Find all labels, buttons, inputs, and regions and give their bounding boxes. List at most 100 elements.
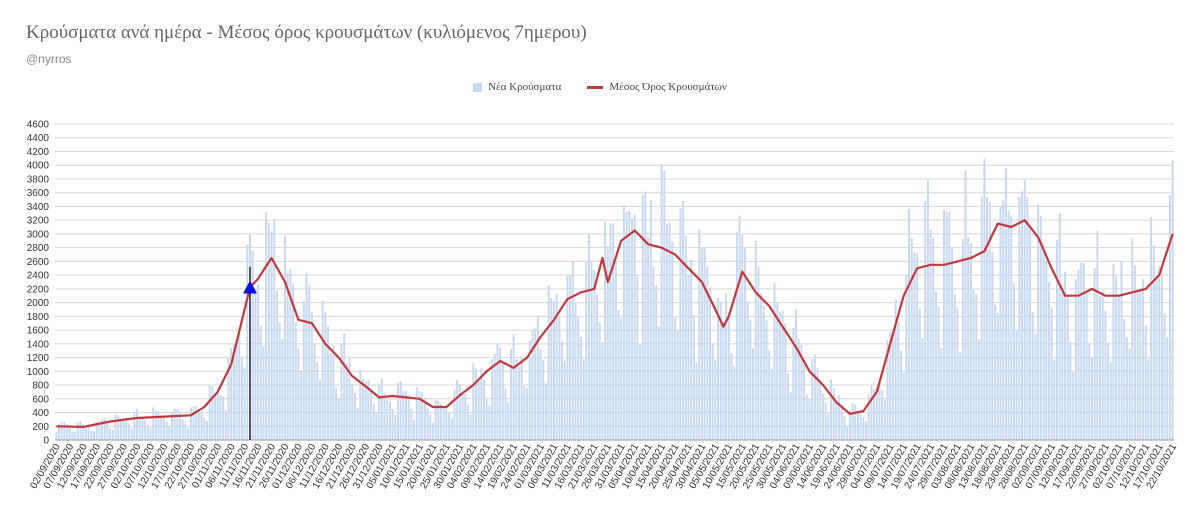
daily-cases-bar: [588, 234, 590, 440]
daily-cases-bar: [835, 403, 837, 441]
daily-cases-bar: [811, 359, 813, 440]
daily-cases-bar: [424, 399, 426, 440]
daily-cases-bar: [238, 328, 240, 440]
daily-cases-bar: [938, 307, 940, 440]
daily-cases-bar: [1088, 344, 1090, 440]
daily-cases-bar: [1048, 282, 1050, 440]
daily-cases-bar: [273, 218, 275, 440]
daily-cases-bar: [540, 349, 542, 440]
daily-cases-bar: [733, 366, 735, 440]
daily-cases-bar: [155, 410, 157, 440]
daily-cases-bar: [736, 232, 738, 440]
daily-cases-bar: [507, 402, 509, 440]
daily-cases-bar: [354, 393, 356, 440]
daily-cases-bar: [951, 247, 953, 440]
daily-cases-bar: [943, 210, 945, 440]
daily-cases-bar: [413, 420, 415, 440]
daily-cases-bar: [618, 310, 620, 440]
daily-cases-bar: [346, 363, 348, 440]
daily-cases-bar: [77, 422, 79, 440]
daily-cases-bar: [639, 344, 641, 440]
daily-cases-bar: [671, 241, 673, 440]
daily-cases-bar: [655, 286, 657, 440]
daily-cases-bar: [838, 395, 840, 440]
daily-cases-bar: [1145, 325, 1147, 440]
daily-cases-bar: [1072, 372, 1074, 440]
daily-cases-bar: [150, 428, 152, 440]
daily-cases-bar: [978, 339, 980, 440]
daily-cases-bar: [634, 215, 636, 440]
daily-cases-bar: [970, 243, 972, 440]
y-tick-label: 1800: [27, 312, 50, 323]
daily-cases-bar: [219, 395, 221, 440]
daily-cases-bar: [526, 388, 528, 440]
daily-cases-bar: [1013, 283, 1015, 440]
daily-cases-bar: [658, 327, 660, 440]
daily-cases-bar: [771, 369, 773, 440]
daily-cases-bar: [85, 426, 87, 440]
daily-cases-bar: [432, 423, 434, 440]
daily-cases-bar: [338, 398, 340, 440]
daily-cases-bar: [69, 427, 71, 440]
daily-cases-bar: [198, 410, 200, 440]
daily-cases-bar: [1161, 268, 1163, 440]
daily-cases-bar: [324, 312, 326, 440]
daily-cases-bar: [623, 206, 625, 440]
daily-cases-bar: [696, 363, 698, 440]
daily-cases-bar: [932, 238, 934, 441]
daily-cases-bar: [373, 404, 375, 440]
y-tick-label: 4200: [27, 147, 50, 158]
daily-cases-bar: [782, 311, 784, 440]
daily-cases-bar: [284, 236, 286, 440]
daily-cases-bar: [965, 170, 967, 440]
daily-cases-bar: [1008, 211, 1010, 440]
daily-cases-bar: [263, 346, 265, 440]
daily-cases-bar: [168, 426, 170, 440]
daily-cases-bar: [814, 354, 816, 440]
daily-cases-bar: [741, 235, 743, 440]
y-tick-label: 2000: [27, 298, 50, 309]
y-tick-label: 1200: [27, 353, 50, 364]
daily-cases-bar: [1043, 242, 1045, 440]
daily-cases-bar: [967, 237, 969, 440]
daily-cases-bar: [1045, 261, 1047, 440]
daily-cases-bar: [365, 382, 367, 440]
daily-cases-bar: [819, 380, 821, 440]
daily-cases-bar: [628, 211, 630, 440]
daily-cases-bar: [279, 322, 281, 440]
daily-cases-bar: [997, 313, 999, 440]
daily-cases-bar: [776, 303, 778, 440]
daily-cases-bar: [311, 312, 313, 440]
daily-cases-bar: [268, 223, 270, 440]
daily-cases-bar: [427, 407, 429, 440]
y-tick-label: 4400: [27, 133, 50, 144]
daily-cases-bar: [784, 324, 786, 440]
daily-cases-bar: [443, 408, 445, 440]
daily-cases-bar: [722, 320, 724, 440]
daily-cases-bar: [948, 212, 950, 440]
daily-cases-bar: [693, 315, 695, 440]
daily-cases-bar: [959, 353, 961, 440]
daily-cases-bar: [962, 238, 964, 440]
daily-cases-bar: [596, 294, 598, 440]
daily-cases-bar: [790, 392, 792, 440]
daily-cases-bar: [400, 381, 402, 440]
daily-cases-bar: [128, 424, 130, 440]
daily-cases-bar: [916, 254, 918, 440]
daily-cases-bar: [636, 275, 638, 440]
daily-cases-bar: [394, 415, 396, 440]
daily-cases-bar: [316, 362, 318, 440]
daily-cases-bar: [1131, 239, 1133, 441]
daily-cases-bar: [669, 222, 671, 440]
daily-cases-bar: [1166, 337, 1168, 440]
daily-cases-bar: [392, 409, 394, 440]
daily-cases-bar: [1102, 291, 1104, 440]
daily-cases-bar: [429, 414, 431, 440]
daily-cases-bar: [236, 342, 238, 440]
daily-cases-bar: [545, 383, 547, 440]
daily-cases-bar: [981, 196, 983, 440]
daily-cases-bar: [865, 421, 867, 440]
daily-cases-bar: [182, 420, 184, 440]
daily-cases-bar: [201, 411, 203, 440]
daily-cases-bar: [93, 431, 95, 440]
